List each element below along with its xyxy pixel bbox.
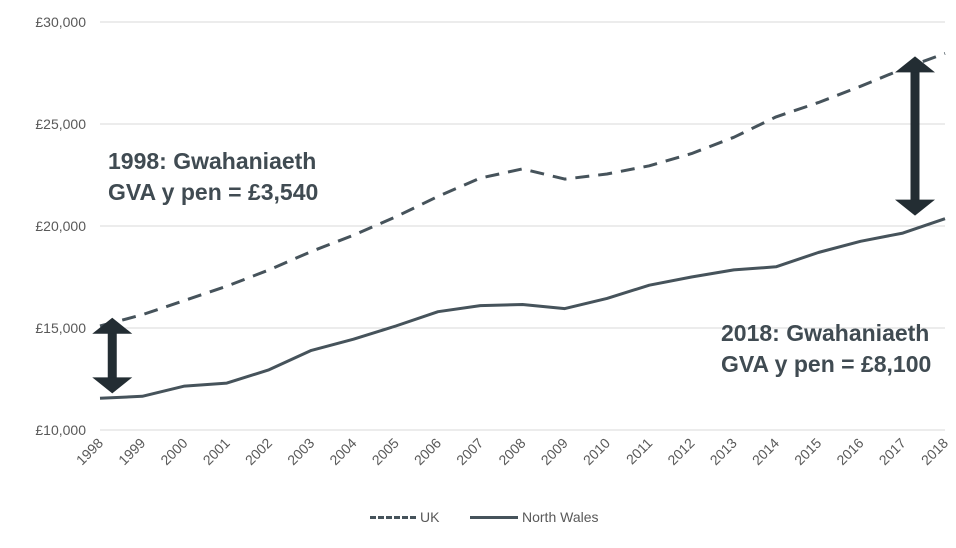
annotation-1998-line1: 1998: Gwahaniaeth: [108, 148, 317, 174]
series-line-north-wales: [99, 217, 946, 400]
x-tick-label: 2001: [200, 435, 233, 468]
x-tick-label: 2007: [453, 435, 486, 468]
x-tick-label: 1999: [115, 435, 148, 468]
x-tick-label: 2009: [538, 435, 571, 468]
x-tick-label: 2018: [918, 435, 951, 468]
legend-item-uk: UK: [370, 505, 439, 529]
annotation-1998-gap: 1998: Gwahaniaeth GVA y pen = £3,540: [108, 146, 318, 208]
series-line-uk: [99, 51, 946, 328]
x-tick-label: 2010: [580, 435, 613, 468]
annotation-2018-line2: GVA y pen = £8,100: [721, 351, 932, 377]
x-tick-label: 2002: [242, 435, 275, 468]
legend-swatch-uk: [370, 515, 416, 519]
x-tick-label: 1998: [73, 435, 106, 468]
annotation-1998-line2: GVA y pen = £3,540: [108, 179, 319, 205]
legend-swatch-north-wales: [470, 515, 518, 519]
chart-legend: UK North Wales: [0, 505, 956, 529]
y-tick-label: £25,000: [35, 116, 86, 132]
y-tick-label: £30,000: [35, 14, 86, 30]
legend-label-north-wales: North Wales: [522, 509, 599, 525]
gap-arrow-1998: [92, 317, 133, 394]
gap-arrow-2018: [895, 56, 935, 216]
x-tick-label: 2006: [411, 435, 444, 468]
x-tick-label: 2017: [876, 435, 909, 468]
x-tick-label: 2012: [664, 435, 697, 468]
y-tick-label: £20,000: [35, 218, 86, 234]
annotation-2018-line1: 2018: Gwahaniaeth: [721, 320, 930, 346]
y-tick-label: £10,000: [35, 422, 86, 438]
x-tick-label: 2004: [326, 435, 359, 468]
y-tick-label: £15,000: [35, 320, 86, 336]
legend-label-uk: UK: [420, 509, 440, 525]
x-tick-label: 2015: [791, 435, 824, 468]
x-tick-label: 2008: [495, 435, 528, 468]
x-tick-label: 2014: [749, 435, 782, 468]
x-tick-label: 2005: [369, 435, 402, 468]
annotation-2018-gap: 2018: Gwahaniaeth GVA y pen = £8,100: [721, 318, 931, 380]
x-tick-label: 2003: [284, 435, 317, 468]
legend-item-north-wales: North Wales: [470, 505, 599, 529]
x-tick-label: 2016: [833, 435, 866, 468]
x-tick-label: 2013: [707, 435, 740, 468]
x-tick-label: 2000: [157, 435, 190, 468]
x-tick-label: 2011: [623, 435, 656, 468]
